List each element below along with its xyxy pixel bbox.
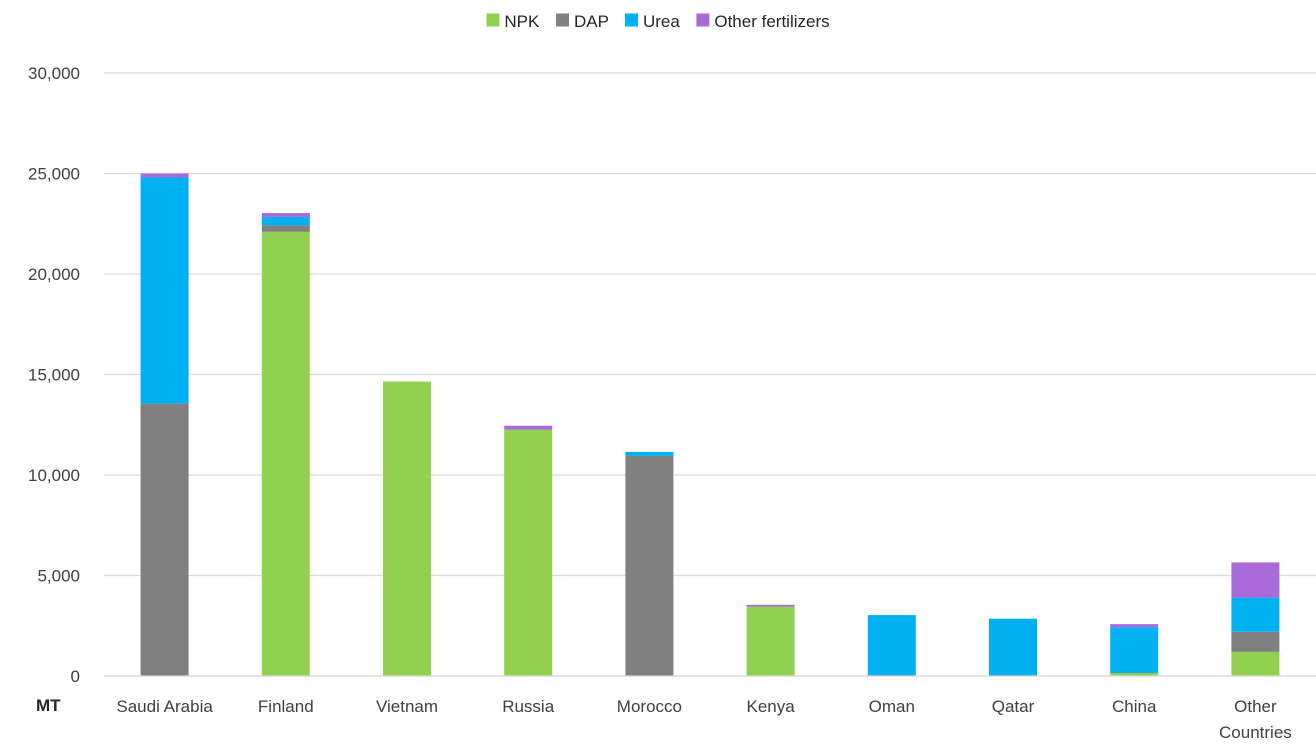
x-category-label: Countries	[1219, 723, 1292, 742]
bar-segment-other-fertilizers	[261, 213, 310, 217]
y-tick-label: 30,000	[28, 64, 80, 83]
bar-segment-other-fertilizers	[746, 604, 795, 607]
bar-segment-npk	[504, 429, 553, 676]
legend-swatch	[486, 13, 500, 27]
bar-segment-dap	[261, 225, 310, 232]
bar-segment-other-fertilizers	[140, 173, 189, 178]
bar-segment-other-fertilizers	[504, 425, 553, 430]
bar-segment-other-fertilizers	[1231, 562, 1280, 598]
bar-segment-npk	[746, 606, 795, 676]
y-axis-tick-labels: 0 5,000 10,000 15,000 20,000 25,000 30,000	[28, 64, 80, 686]
legend-label: Urea	[643, 12, 680, 31]
y-tick-label: 0	[71, 667, 80, 686]
legend-label: DAP	[574, 12, 609, 31]
bar-segment-npk	[1231, 651, 1280, 676]
legend-swatch	[556, 13, 570, 27]
bar-segment-urea	[625, 451, 674, 456]
legend-label: NPK	[504, 12, 540, 31]
bar-segment-urea	[140, 177, 189, 404]
bar-segment-npk	[383, 381, 431, 676]
bars	[104, 173, 1316, 677]
bar-segment-urea	[261, 216, 310, 226]
bar-segment-urea	[867, 615, 916, 676]
x-category-label: Kenya	[746, 697, 795, 716]
bar-segment-dap	[1231, 631, 1280, 652]
unit-label: MT	[36, 696, 61, 715]
x-category-label: Saudi Arabia	[116, 697, 213, 716]
bar-segment-urea	[1231, 597, 1280, 632]
x-category-label: Finland	[258, 697, 314, 716]
bar-segment-other-fertilizers	[1110, 624, 1159, 628]
y-tick-label: 5,000	[37, 567, 80, 586]
x-category-label: Other	[1234, 697, 1277, 716]
bar-segment-urea	[989, 618, 1037, 676]
y-tick-label: 10,000	[28, 466, 80, 485]
x-category-label: Vietnam	[376, 697, 438, 716]
x-category-label: Qatar	[992, 697, 1035, 716]
y-tick-label: 15,000	[28, 366, 80, 385]
bar-segment-npk	[1110, 672, 1159, 676]
x-axis-category-labels: Saudi Arabia Finland Vietnam Russia Morocco K…	[116, 697, 1291, 742]
x-category-label: China	[1112, 697, 1157, 716]
legend: NPK DAP Urea Other fertilizers	[486, 12, 830, 31]
legend-label: Other fertilizers	[714, 12, 829, 31]
x-category-label: Morocco	[617, 697, 682, 716]
bar-segment-npk	[261, 231, 310, 677]
y-tick-label: 25,000	[28, 165, 80, 184]
bar-segment-dap	[140, 403, 189, 676]
x-category-label: Oman	[869, 697, 915, 716]
y-tick-label: 20,000	[28, 265, 80, 284]
legend-swatch	[624, 13, 638, 27]
legend-swatch	[696, 13, 710, 27]
bar-segment-urea	[1110, 627, 1159, 673]
x-category-label: Russia	[502, 697, 555, 716]
bar-segment-dap	[625, 455, 674, 676]
